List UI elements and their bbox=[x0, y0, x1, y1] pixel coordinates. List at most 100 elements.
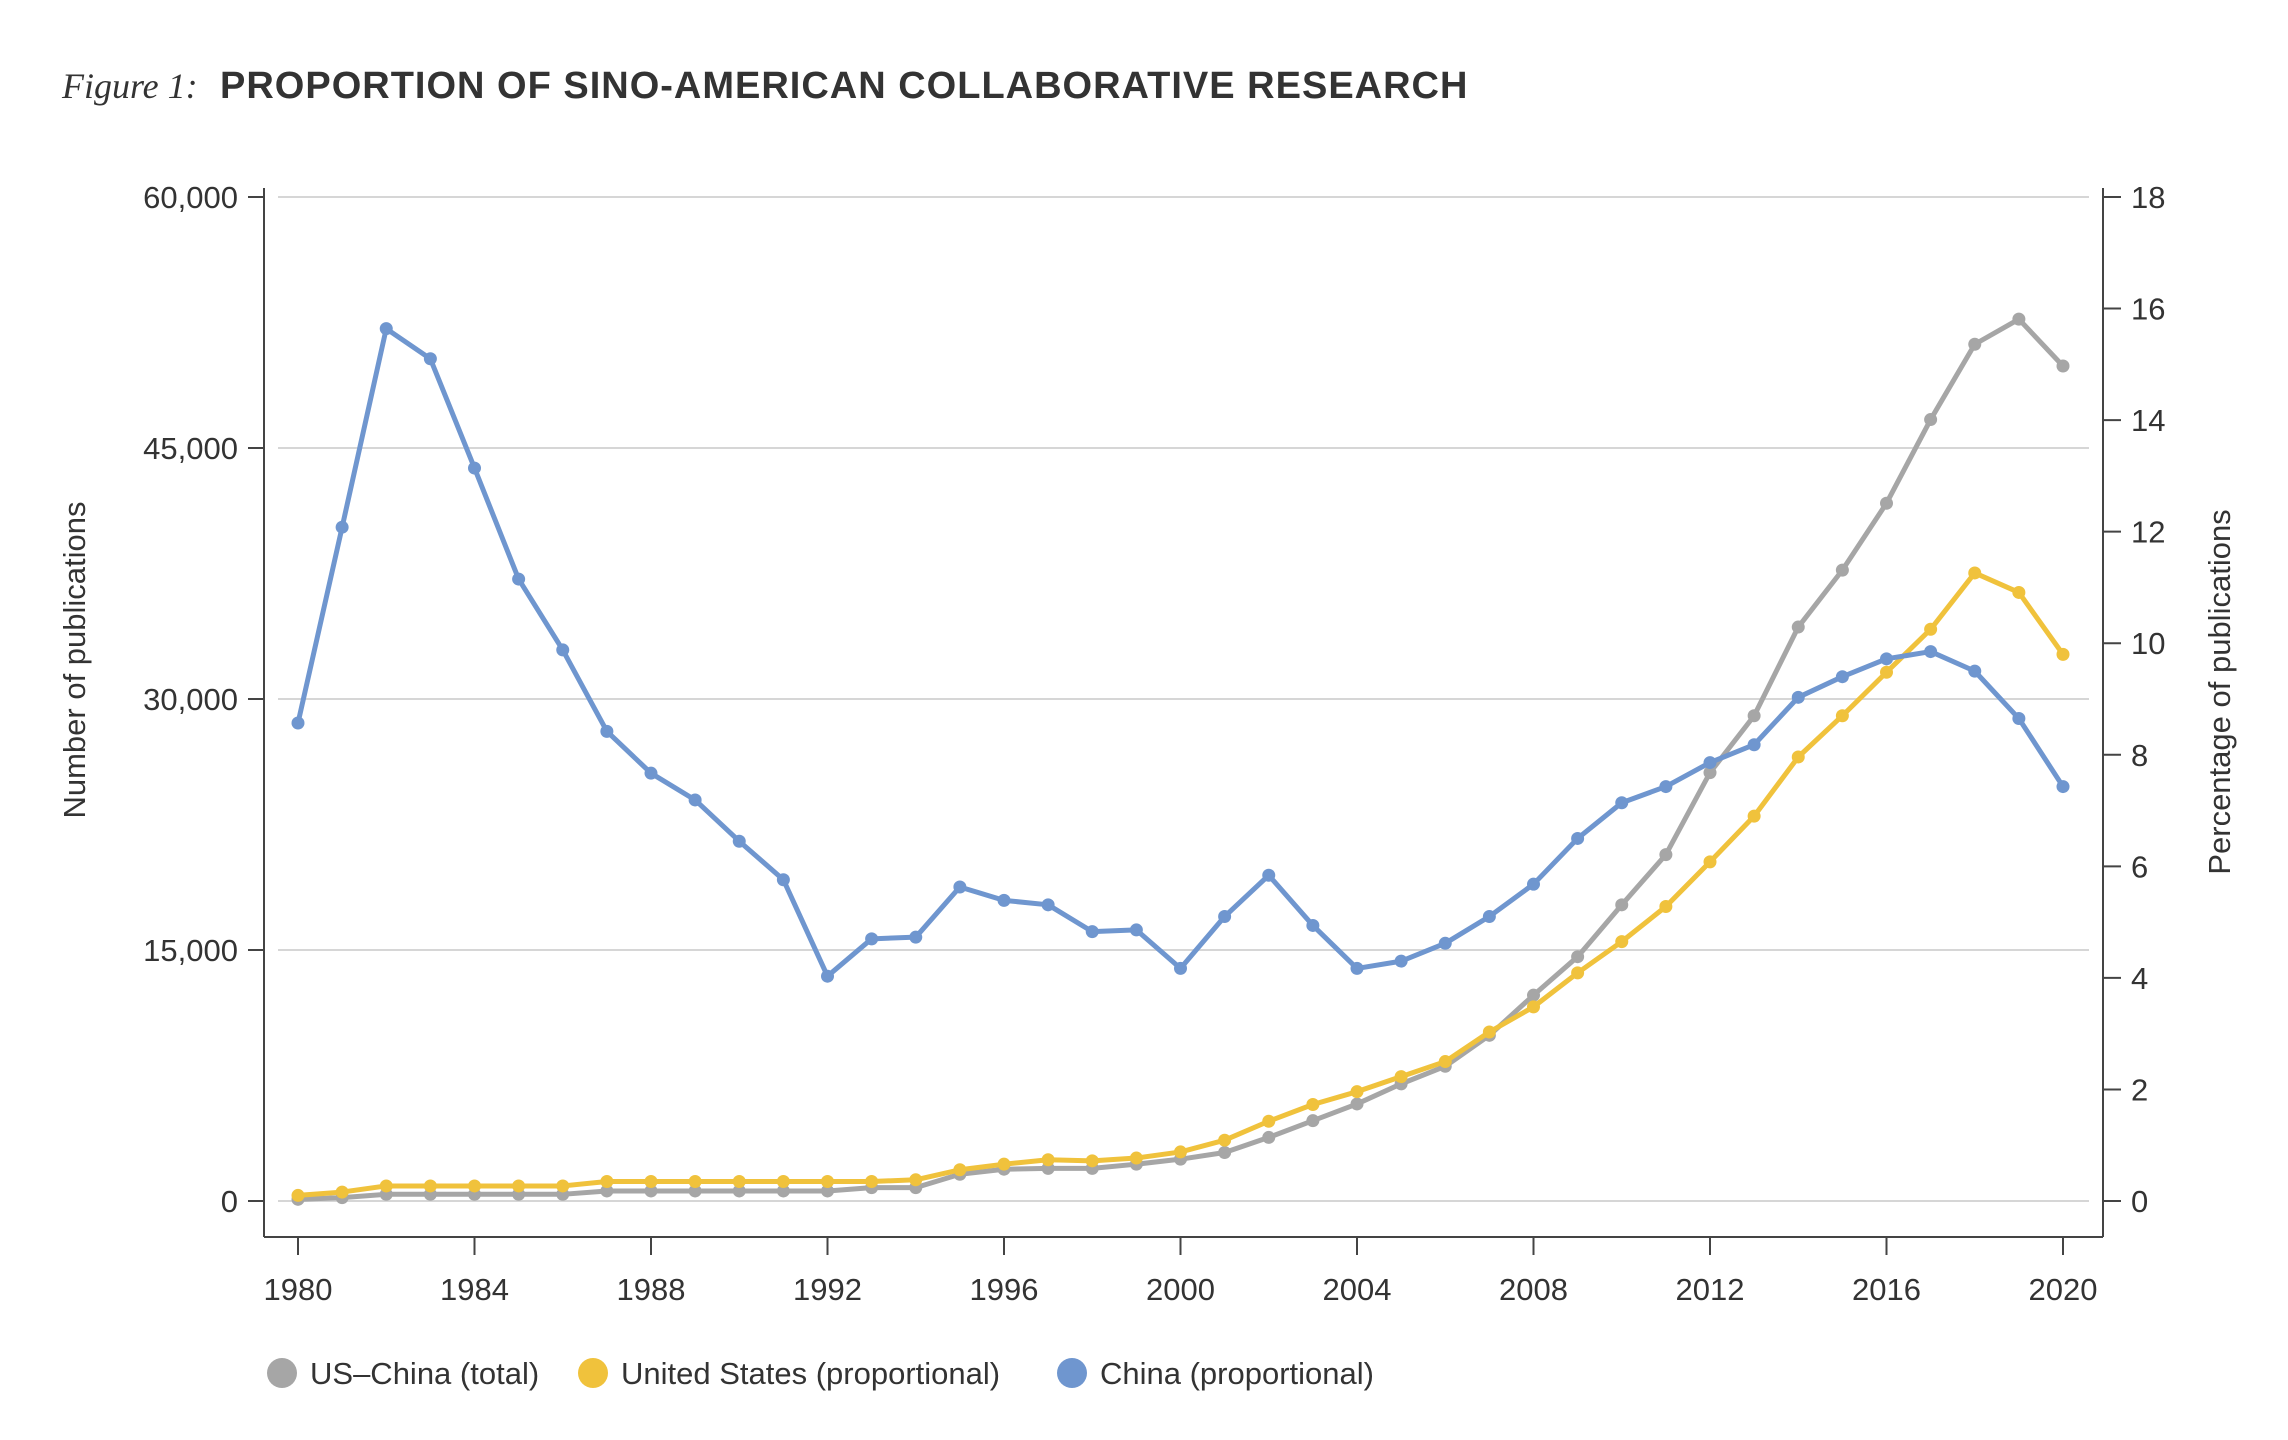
data-point bbox=[1262, 868, 1276, 882]
data-point bbox=[1174, 1145, 1187, 1159]
data-point bbox=[1968, 337, 1982, 351]
data-point bbox=[776, 1174, 790, 1188]
data-point bbox=[335, 1185, 349, 1199]
data-point bbox=[1527, 877, 1540, 891]
data-point bbox=[1306, 1114, 1320, 1128]
data-point bbox=[1350, 961, 1364, 975]
data-point bbox=[1615, 935, 1629, 949]
y2-tick-label: 6 bbox=[2131, 849, 2148, 884]
data-point bbox=[556, 1179, 570, 1193]
data-point bbox=[1703, 855, 1717, 869]
legend-marker bbox=[578, 1358, 608, 1388]
data-point bbox=[1835, 670, 1849, 684]
x-tick-label: 2000 bbox=[1146, 1272, 1215, 1307]
data-point bbox=[1880, 496, 1893, 510]
chart-title: PROPORTION OF SINO-AMERICAN COLLABORATIV… bbox=[220, 65, 1468, 107]
x-tick-label: 1980 bbox=[264, 1272, 333, 1307]
data-point bbox=[1703, 756, 1717, 770]
data-point bbox=[468, 1179, 481, 1193]
data-point bbox=[1262, 1130, 1276, 1144]
data-point bbox=[1968, 566, 1982, 580]
data-point bbox=[1482, 1025, 1496, 1039]
data-point bbox=[1924, 622, 1938, 636]
y2-axis-label: Percentage of publications bbox=[2202, 509, 2237, 874]
x-tick-label: 2016 bbox=[1852, 1272, 1921, 1307]
data-point bbox=[1880, 652, 1893, 666]
data-point bbox=[776, 873, 790, 887]
y-tick-label: 60,000 bbox=[143, 180, 238, 215]
data-point bbox=[732, 834, 746, 848]
y2-tick-label: 18 bbox=[2131, 180, 2165, 215]
data-point bbox=[1571, 966, 1585, 980]
data-point bbox=[1218, 910, 1232, 924]
data-point bbox=[600, 1174, 614, 1188]
data-point bbox=[468, 461, 481, 475]
data-point bbox=[1129, 923, 1143, 937]
data-point bbox=[291, 1188, 305, 1202]
legend: US–China (total) United States (proportio… bbox=[267, 1356, 1374, 1391]
y2-tick-label: 10 bbox=[2131, 626, 2165, 661]
data-point bbox=[1924, 645, 1938, 659]
data-point bbox=[1306, 918, 1320, 932]
legend-label: United States (proportional) bbox=[621, 1356, 1000, 1391]
legend-label: US–China (total) bbox=[310, 1356, 539, 1391]
data-point bbox=[1747, 709, 1761, 723]
data-point bbox=[379, 1179, 393, 1193]
data-point bbox=[732, 1184, 746, 1198]
data-point bbox=[865, 932, 879, 946]
y-tick-label: 0 bbox=[221, 1184, 238, 1219]
series-2 bbox=[291, 322, 2070, 983]
data-point bbox=[1085, 1154, 1099, 1168]
x-tick-label: 2004 bbox=[1323, 1272, 1392, 1307]
y2-tick-label: 12 bbox=[2131, 515, 2165, 550]
y-tick-label: 45,000 bbox=[143, 431, 238, 466]
data-point bbox=[600, 724, 614, 738]
y2-tick-label: 4 bbox=[2131, 961, 2148, 996]
y-tick-label: 15,000 bbox=[143, 933, 238, 968]
data-point bbox=[997, 893, 1011, 907]
legend-label: China (proportional) bbox=[1100, 1356, 1374, 1391]
data-point bbox=[1350, 1085, 1364, 1099]
x-tick-label: 2008 bbox=[1499, 1272, 1568, 1307]
data-point bbox=[1482, 910, 1496, 924]
data-point bbox=[1438, 936, 1452, 950]
data-point bbox=[1747, 809, 1761, 823]
data-point bbox=[335, 520, 349, 534]
data-point bbox=[1085, 925, 1099, 939]
data-point bbox=[1527, 988, 1540, 1002]
data-point bbox=[2012, 312, 2026, 326]
data-point bbox=[1791, 620, 1805, 634]
data-point bbox=[1835, 563, 1849, 577]
data-point bbox=[1791, 690, 1805, 704]
data-point bbox=[1659, 899, 1673, 913]
data-point bbox=[1835, 709, 1849, 723]
data-point bbox=[821, 1174, 834, 1188]
data-point bbox=[2012, 712, 2026, 726]
x-tick-label: 1988 bbox=[617, 1272, 686, 1307]
data-point bbox=[1218, 1145, 1232, 1159]
data-point bbox=[1703, 766, 1717, 780]
legend-marker bbox=[1057, 1358, 1087, 1388]
x-tick-label: 1984 bbox=[440, 1272, 509, 1307]
series-group bbox=[291, 312, 2070, 1206]
x-tick-label: 2020 bbox=[2029, 1272, 2098, 1307]
data-point bbox=[1394, 1070, 1408, 1084]
data-point bbox=[2056, 780, 2070, 794]
series-line bbox=[297, 570, 2066, 1198]
data-point bbox=[688, 1174, 702, 1188]
data-point bbox=[379, 322, 393, 336]
data-point bbox=[688, 793, 702, 807]
data-point bbox=[953, 880, 967, 894]
series-1 bbox=[291, 566, 2070, 1202]
data-point bbox=[1041, 898, 1055, 912]
x-tick-label: 1996 bbox=[970, 1272, 1039, 1307]
data-point bbox=[512, 572, 526, 586]
data-point bbox=[909, 1173, 923, 1187]
data-point bbox=[732, 1174, 746, 1188]
axes: 0 15,000 30,000 45,000 60,000 0 2 4 6 8 10 12 14 16 18… bbox=[143, 180, 2165, 1307]
data-point bbox=[1747, 738, 1761, 752]
data-point bbox=[1041, 1153, 1055, 1167]
data-point bbox=[1394, 954, 1408, 968]
data-point bbox=[1262, 1114, 1276, 1128]
